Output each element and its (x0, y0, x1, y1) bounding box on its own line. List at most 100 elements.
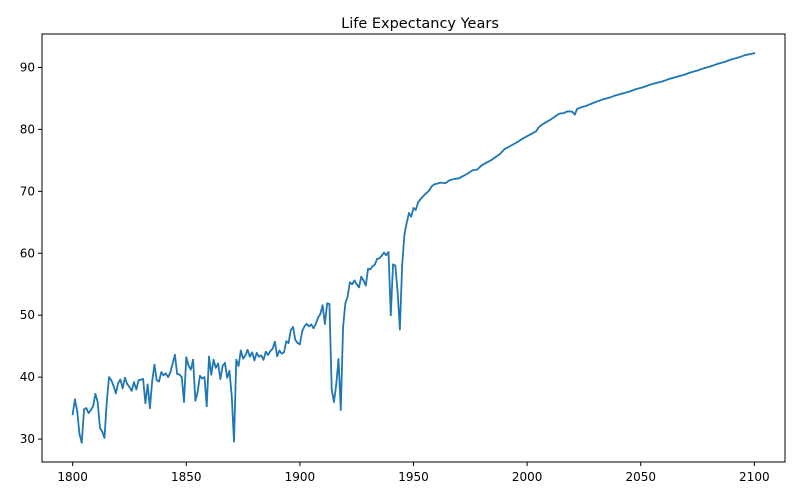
data-point (337, 358, 340, 361)
data-point (471, 169, 474, 172)
data-point (119, 378, 122, 381)
data-point (621, 92, 624, 95)
data-point (201, 377, 204, 380)
data-point (183, 401, 185, 403)
series-line (71, 52, 756, 444)
data-point (144, 402, 147, 405)
plot-area (41, 33, 786, 463)
data-point (342, 326, 344, 329)
data-point (378, 257, 381, 260)
data-point (258, 355, 260, 358)
data-point (126, 383, 129, 385)
data-point (710, 65, 713, 68)
data-point (253, 359, 256, 362)
data-point (76, 410, 79, 413)
data-point (305, 322, 308, 325)
data-point (330, 388, 333, 391)
data-point (176, 373, 179, 375)
data-point (521, 137, 524, 140)
data-point (537, 126, 540, 129)
data-point (585, 104, 588, 107)
data-point (360, 275, 363, 278)
data-point (369, 268, 372, 271)
data-point (280, 352, 283, 355)
data-point (296, 342, 299, 344)
series-0 (71, 52, 756, 444)
data-point (648, 83, 651, 86)
data-point (114, 392, 117, 395)
data-point (380, 254, 383, 257)
data-point (553, 116, 556, 118)
data-point (333, 401, 335, 403)
data-point (669, 77, 672, 80)
data-point (571, 111, 574, 113)
data-point (387, 251, 390, 253)
y-tick-label: 40 (20, 370, 35, 384)
data-point (121, 387, 124, 390)
data-point (526, 135, 529, 138)
data-point (162, 374, 165, 377)
data-point (294, 339, 297, 341)
data-point (246, 348, 249, 351)
data-point (192, 358, 195, 361)
data-point (376, 257, 379, 260)
data-point (199, 375, 201, 377)
data-point (339, 409, 342, 411)
data-point (453, 178, 456, 180)
data-point (214, 366, 217, 369)
data-point (171, 362, 174, 365)
data-point (423, 193, 426, 196)
data-point (110, 379, 113, 382)
data-point (573, 113, 576, 116)
data-point (448, 179, 451, 182)
data-point (139, 378, 142, 381)
data-point (435, 182, 438, 185)
data-point (242, 357, 244, 360)
data-point (405, 222, 408, 224)
data-point (274, 340, 276, 343)
data-point (421, 196, 424, 198)
data-point (723, 60, 726, 63)
data-point (517, 140, 519, 143)
data-point (108, 376, 110, 379)
x-tick-label: 2000 (512, 470, 543, 484)
data-point (160, 371, 163, 374)
data-point (219, 378, 222, 380)
data-point (124, 376, 126, 379)
data-point (321, 304, 324, 307)
data-point (87, 412, 90, 414)
data-point (439, 181, 442, 184)
data-point (428, 189, 431, 191)
plot-frame (41, 33, 786, 463)
data-point (283, 351, 285, 354)
data-point (308, 325, 310, 328)
y-tick-label: 90 (20, 60, 35, 74)
y-tick-label: 50 (20, 308, 35, 322)
data-point (99, 427, 101, 429)
data-point (689, 71, 692, 74)
data-point (251, 351, 254, 354)
data-point (96, 401, 99, 403)
data-point (358, 286, 360, 289)
data-point (276, 355, 279, 357)
data-point (717, 62, 719, 65)
data-point (310, 323, 313, 326)
data-point (105, 401, 108, 403)
data-point (476, 168, 479, 171)
data-point (260, 354, 263, 357)
data-point (642, 86, 644, 89)
data-point (485, 161, 488, 164)
data-point (94, 392, 97, 395)
x-tick-label: 1800 (57, 470, 88, 484)
data-point (153, 363, 156, 366)
data-point (362, 279, 365, 282)
data-point (264, 350, 267, 353)
data-point (267, 353, 269, 356)
y-axis: 30 40 50 60 70 80 90 (20, 60, 42, 446)
data-point (323, 322, 326, 325)
data-point (676, 75, 678, 78)
data-point (149, 407, 151, 410)
data-point (117, 382, 120, 385)
data-point (494, 156, 497, 159)
data-point (158, 380, 160, 383)
